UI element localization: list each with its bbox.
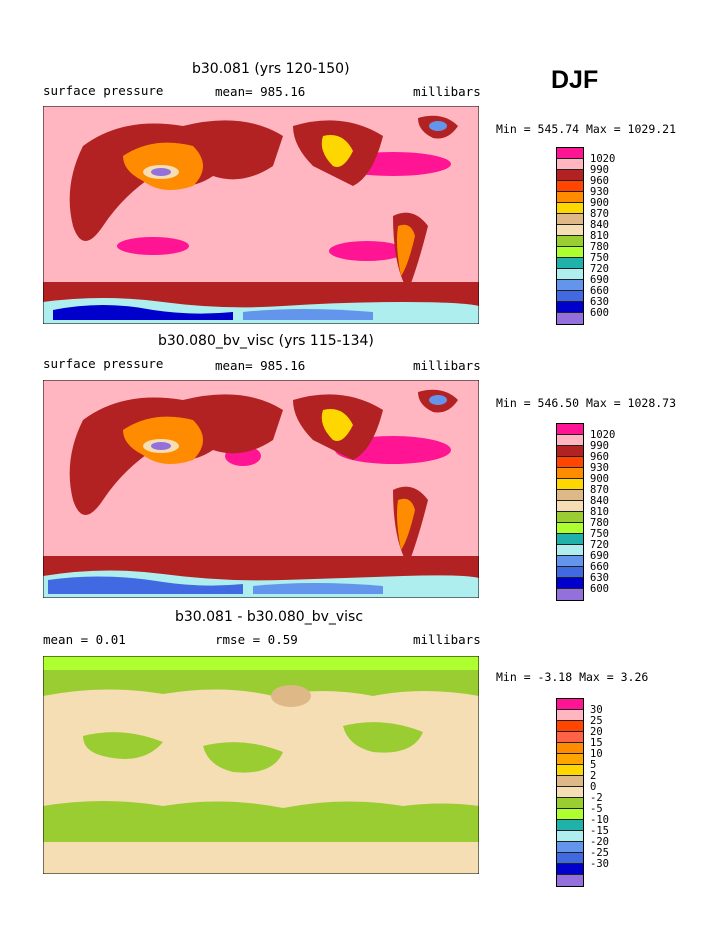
panel-3-rmse-label: rmse = 0.59: [215, 632, 298, 647]
legend-label: 960: [590, 451, 609, 463]
legend-label: 25: [590, 715, 603, 727]
panel-3-units-label: millibars: [413, 632, 481, 647]
panel-1-mean-label: mean= 985.16: [215, 84, 306, 99]
legend-label: 690: [590, 274, 609, 286]
legend-label: 780: [590, 517, 609, 529]
panel-2-legend: [556, 423, 584, 601]
panel-3-mean-label: mean = 0.01: [43, 632, 126, 647]
panel-1-minmax: Min = 545.74 Max = 1029.21: [496, 122, 677, 136]
legend-label: 990: [590, 164, 609, 176]
panel-1-title: b30.081 (yrs 120-150): [192, 61, 350, 77]
legend-label: 840: [590, 495, 609, 507]
panel-2-map: [43, 380, 479, 598]
legend-label: 930: [590, 186, 609, 198]
panel-2-units-label: millibars: [413, 358, 481, 373]
legend-label: 870: [590, 484, 609, 496]
legend-label: -30: [590, 858, 609, 870]
legend-label: 780: [590, 241, 609, 253]
legend-label: 930: [590, 462, 609, 474]
legend-label: 660: [590, 561, 609, 573]
panel-1-units-label: millibars: [413, 84, 481, 99]
legend-label: -20: [590, 836, 609, 848]
legend-label: 630: [590, 572, 609, 584]
legend-label: 690: [590, 550, 609, 562]
legend-label: 870: [590, 208, 609, 220]
legend-label: 900: [590, 473, 609, 485]
legend-label: 630: [590, 296, 609, 308]
legend-label: -5: [590, 803, 603, 815]
legend-label: 600: [590, 583, 609, 595]
legend-label: 960: [590, 175, 609, 187]
legend-label: 2: [590, 770, 597, 782]
legend-label: 30: [590, 704, 603, 716]
legend-label: 720: [590, 539, 609, 551]
panel-3-map: [43, 656, 479, 874]
legend-label: 5: [590, 759, 597, 771]
legend-label: 20: [590, 726, 603, 738]
legend-label: -10: [590, 814, 609, 826]
legend-label: 660: [590, 285, 609, 297]
panel-3-minmax: Min = -3.18 Max = 3.26: [496, 670, 649, 684]
legend-label: 810: [590, 230, 609, 242]
panel-3-legend: [556, 698, 584, 887]
panel-1-legend: [556, 147, 584, 325]
legend-label: 10: [590, 748, 603, 760]
legend-label: -25: [590, 847, 609, 859]
panel-2-mean-label: mean= 985.16: [215, 358, 306, 373]
panel-3-title: b30.081 - b30.080_bv_visc: [175, 609, 364, 625]
legend-label: -2: [590, 792, 603, 804]
legend-label: 900: [590, 197, 609, 209]
legend-label: 1020: [590, 429, 616, 441]
legend-label: 15: [590, 737, 603, 749]
panel-1-map: [43, 106, 479, 324]
legend-label: 750: [590, 528, 609, 540]
season-label: DJF: [551, 66, 599, 94]
panel-2-title: b30.080_bv_visc (yrs 115-134): [158, 333, 374, 349]
legend-label: 0: [590, 781, 597, 793]
legend-label: 600: [590, 307, 609, 319]
panel-2-left-label: surface pressure: [43, 356, 164, 371]
legend-label: 840: [590, 219, 609, 231]
legend-label: -15: [590, 825, 609, 837]
legend-label: 990: [590, 440, 609, 452]
legend-label: 810: [590, 506, 609, 518]
panel-2-minmax: Min = 546.50 Max = 1028.73: [496, 396, 677, 410]
legend-label: 720: [590, 263, 609, 275]
legend-label: 1020: [590, 153, 616, 165]
panel-1-left-label: surface pressure: [43, 83, 164, 98]
legend-label: 750: [590, 252, 609, 264]
